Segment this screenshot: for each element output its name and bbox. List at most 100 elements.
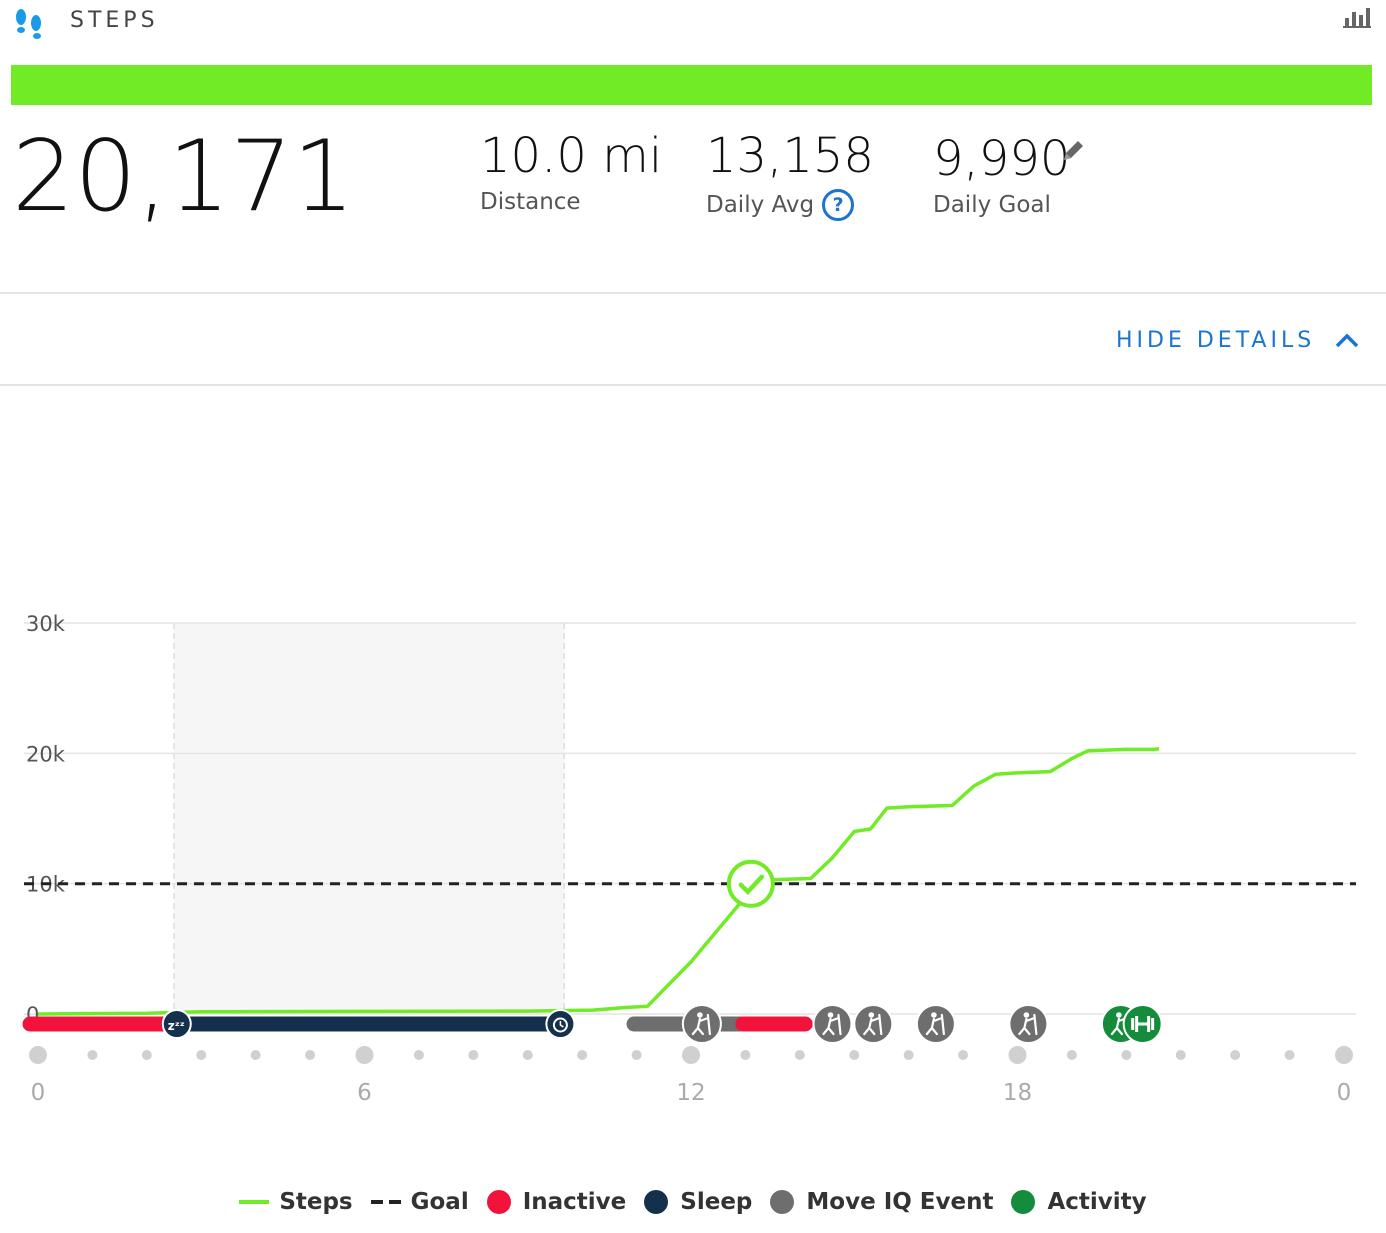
zzz-text: zᶻᶻ: [168, 1019, 185, 1033]
y-tick-label: 30k: [26, 612, 66, 636]
legend-item: Move IQ Event: [770, 1189, 993, 1215]
major-hour-dot: [1008, 1046, 1027, 1064]
zzz-icon: [161, 1009, 192, 1039]
hour-dot: [740, 1050, 751, 1060]
elliptical-icon: [812, 1004, 853, 1044]
hour-dot: [250, 1050, 261, 1060]
person-head: [1023, 1012, 1030, 1018]
x-tick-label: 0: [31, 1080, 46, 1106]
legend-item: Sleep: [644, 1189, 752, 1215]
person-head: [827, 1012, 834, 1018]
legend-label: Move IQ Event: [806, 1189, 994, 1215]
major-hour-dot: [682, 1046, 700, 1064]
legend-swatch: [486, 1190, 511, 1214]
elliptical-icon: [853, 1004, 894, 1044]
divider: [0, 292, 1386, 294]
elliptical-glyph: [822, 1013, 842, 1036]
hour-dot: [903, 1050, 914, 1060]
elliptical-icon: [681, 1004, 722, 1044]
x-tick-label: 6: [357, 1080, 372, 1106]
alarm-hands: [559, 1021, 564, 1028]
page-title: STEPS: [70, 8, 159, 33]
hour-dot: [1066, 1050, 1077, 1060]
legend-item: Activity: [1011, 1189, 1147, 1215]
footsteps-icon: [16, 9, 41, 39]
divider: [0, 384, 1386, 386]
hour-dot: [522, 1050, 533, 1060]
distance-value: 10.0 mi: [480, 128, 663, 184]
hour-dot: [1230, 1050, 1241, 1060]
distance-label: Distance: [480, 188, 581, 215]
legend-item: Inactive: [486, 1189, 627, 1215]
legend-label: Goal: [410, 1189, 469, 1215]
check-icon: [738, 874, 765, 896]
hour-dot: [1175, 1050, 1186, 1060]
elliptical-icon: [915, 1004, 956, 1044]
legend-label: Activity: [1047, 1189, 1147, 1215]
daily-avg-value: 13,158: [706, 128, 874, 184]
elliptical-glyph: [1110, 1013, 1130, 1036]
goal-reached-marker: [726, 859, 775, 908]
elliptical-glyph: [863, 1013, 883, 1036]
hour-dot: [196, 1050, 207, 1060]
hour-dot: [141, 1050, 152, 1060]
person-head: [931, 1012, 937, 1018]
person-head: [868, 1012, 875, 1018]
hour-dot: [413, 1050, 424, 1060]
hide-details-label: HIDE DETAILS: [1116, 327, 1316, 353]
daily-goal-label: Daily Goal: [933, 191, 1051, 218]
hour-dot: [577, 1050, 588, 1060]
distance-stat: 10.0 mi Distance: [480, 130, 662, 215]
total-steps: 20,171: [12, 120, 355, 234]
major-hour-dot: [29, 1046, 47, 1064]
help-icon[interactable]: ?: [822, 188, 855, 221]
sleep-band: [174, 623, 565, 1014]
pencil-icon[interactable]: [1060, 138, 1086, 164]
alarm-face: [552, 1017, 568, 1033]
dumbbell-glyph: [1131, 1016, 1155, 1032]
person-head: [697, 1012, 703, 1018]
legend-label: Inactive: [522, 1189, 627, 1215]
chart-legend: Steps Goal Inactive Sleep Move IQ Event Activ…: [0, 1182, 1386, 1222]
hour-dot: [87, 1050, 98, 1060]
legend-item: Goal: [370, 1189, 469, 1215]
person-head: [1116, 1012, 1122, 1018]
hour-dot: [1284, 1050, 1295, 1060]
bar-chart-icon[interactable]: [1342, 6, 1372, 28]
legend-swatch: [370, 1200, 401, 1204]
hour-dot: [305, 1050, 316, 1060]
y-tick-label: 20k: [26, 742, 66, 766]
hour-dot: [849, 1050, 860, 1060]
daily-avg-label: Daily Avg: [706, 191, 815, 218]
hour-dot: [631, 1050, 642, 1060]
legend-label: Sleep: [680, 1189, 753, 1215]
elliptical-glyph: [925, 1013, 945, 1036]
chevron-up-icon: [1335, 333, 1359, 348]
steps-line: [37, 747, 1160, 1016]
major-hour-dot: [355, 1046, 374, 1064]
x-tick-label: 12: [676, 1080, 705, 1106]
x-tick-label: 18: [1003, 1080, 1032, 1106]
elliptical-glyph: [691, 1013, 711, 1036]
hour-dot: [794, 1050, 805, 1060]
daily-goal-stat: 9,990 Daily Goal: [933, 133, 1070, 218]
legend-swatch: [770, 1190, 795, 1214]
major-hour-dot: [1335, 1046, 1353, 1064]
legend-swatch: [1011, 1190, 1036, 1214]
legend-label: Steps: [279, 1189, 353, 1215]
legend-item: Steps: [239, 1189, 353, 1215]
daily-avg-stat: 13,158 Daily Avg ?: [706, 130, 874, 221]
hour-dot: [958, 1050, 969, 1060]
hour-dot: [468, 1050, 479, 1060]
x-tick-label: 0: [1337, 1080, 1352, 1106]
elliptical-icon: [1008, 1004, 1049, 1044]
hour-dot: [1121, 1050, 1132, 1060]
legend-swatch: [239, 1200, 270, 1204]
elliptical-glyph: [1018, 1013, 1038, 1036]
daily-goal-value: 9,990: [933, 131, 1071, 187]
goal-progress-bar: [11, 65, 1372, 105]
hide-details-toggle[interactable]: HIDE DETAILS: [1116, 322, 1359, 358]
legend-swatch: [644, 1190, 669, 1214]
header: STEPS: [0, 0, 1386, 50]
